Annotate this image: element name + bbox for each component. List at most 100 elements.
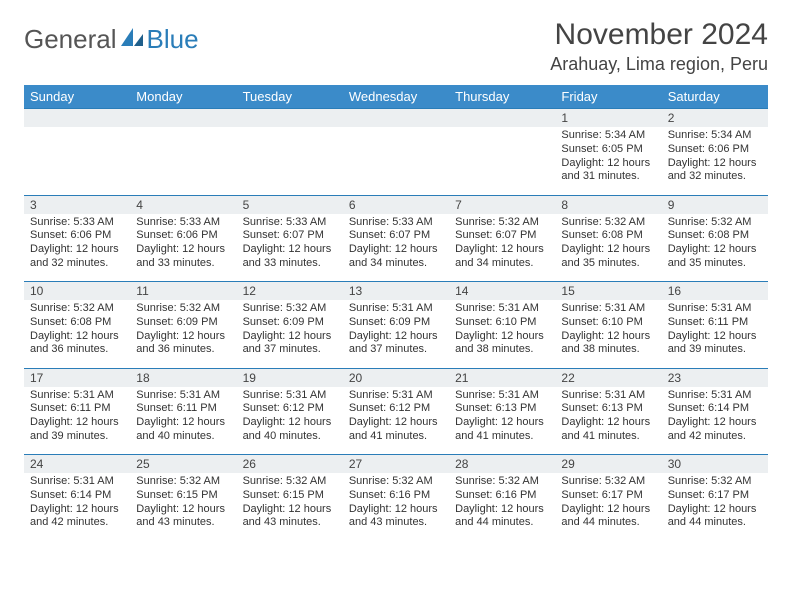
day-number-cell: 18 [130,368,236,387]
sunrise-text: Sunrise: 5:32 AM [349,475,443,489]
daylight-text: Daylight: 12 hours and 36 minutes. [136,330,230,358]
day-number-row: 10111213141516 [24,282,768,301]
logo: General Blue [24,18,199,55]
sunrise-text: Sunrise: 5:32 AM [455,475,549,489]
day-number-cell [449,109,555,128]
sunrise-text: Sunrise: 5:33 AM [349,216,443,230]
daylight-text: Daylight: 12 hours and 41 minutes. [561,416,655,444]
sunrise-text: Sunrise: 5:32 AM [668,216,762,230]
day-content-cell: Sunrise: 5:34 AMSunset: 6:06 PMDaylight:… [662,127,768,195]
sunset-text: Sunset: 6:09 PM [243,316,337,330]
day-content-cell: Sunrise: 5:32 AMSunset: 6:07 PMDaylight:… [449,214,555,282]
weekday-header: Wednesday [343,85,449,109]
day-number-cell: 14 [449,282,555,301]
day-number-row: 3456789 [24,195,768,214]
sunset-text: Sunset: 6:14 PM [668,402,762,416]
sunset-text: Sunset: 6:07 PM [349,229,443,243]
day-number-cell: 23 [662,368,768,387]
sunset-text: Sunset: 6:08 PM [668,229,762,243]
daylight-text: Daylight: 12 hours and 34 minutes. [455,243,549,271]
sunrise-text: Sunrise: 5:34 AM [561,129,655,143]
day-content-cell: Sunrise: 5:31 AMSunset: 6:13 PMDaylight:… [449,387,555,455]
day-content-cell: Sunrise: 5:31 AMSunset: 6:11 PMDaylight:… [662,300,768,368]
day-number-cell: 19 [237,368,343,387]
title-block: November 2024 Arahuay, Lima region, Peru [550,18,768,75]
month-title: November 2024 [550,18,768,52]
daylight-text: Daylight: 12 hours and 33 minutes. [136,243,230,271]
weekday-header: Saturday [662,85,768,109]
daylight-text: Daylight: 12 hours and 43 minutes. [136,503,230,531]
sunset-text: Sunset: 6:05 PM [561,143,655,157]
daylight-text: Daylight: 12 hours and 40 minutes. [136,416,230,444]
sunrise-text: Sunrise: 5:31 AM [455,389,549,403]
day-number-cell: 6 [343,195,449,214]
sunrise-text: Sunrise: 5:31 AM [349,389,443,403]
day-content-cell: Sunrise: 5:31 AMSunset: 6:11 PMDaylight:… [130,387,236,455]
daylight-text: Daylight: 12 hours and 39 minutes. [668,330,762,358]
day-number-cell: 1 [555,109,661,128]
day-content-cell: Sunrise: 5:31 AMSunset: 6:11 PMDaylight:… [24,387,130,455]
day-content-cell: Sunrise: 5:32 AMSunset: 6:08 PMDaylight:… [24,300,130,368]
sunset-text: Sunset: 6:16 PM [349,489,443,503]
day-number-cell: 12 [237,282,343,301]
sunrise-text: Sunrise: 5:31 AM [349,302,443,316]
day-number-cell [24,109,130,128]
day-number-cell [237,109,343,128]
day-content-cell: Sunrise: 5:31 AMSunset: 6:14 PMDaylight:… [662,387,768,455]
daylight-text: Daylight: 12 hours and 38 minutes. [561,330,655,358]
sunrise-text: Sunrise: 5:31 AM [455,302,549,316]
sunset-text: Sunset: 6:09 PM [136,316,230,330]
logo-text-general: General [24,24,117,55]
day-content-cell: Sunrise: 5:33 AMSunset: 6:07 PMDaylight:… [237,214,343,282]
sunset-text: Sunset: 6:10 PM [561,316,655,330]
day-number-cell [130,109,236,128]
sunrise-text: Sunrise: 5:32 AM [243,475,337,489]
weekday-header: Sunday [24,85,130,109]
daylight-text: Daylight: 12 hours and 44 minutes. [455,503,549,531]
day-number-cell: 3 [24,195,130,214]
day-content-cell: Sunrise: 5:32 AMSunset: 6:16 PMDaylight:… [449,473,555,541]
sunset-text: Sunset: 6:11 PM [136,402,230,416]
sunrise-text: Sunrise: 5:32 AM [243,302,337,316]
sunrise-text: Sunrise: 5:31 AM [243,389,337,403]
day-content-cell: Sunrise: 5:31 AMSunset: 6:09 PMDaylight:… [343,300,449,368]
daylight-text: Daylight: 12 hours and 33 minutes. [243,243,337,271]
day-number-cell: 29 [555,455,661,474]
day-number-cell: 4 [130,195,236,214]
header: General Blue November 2024 Arahuay, Lima… [24,18,768,75]
sunset-text: Sunset: 6:13 PM [561,402,655,416]
day-number-cell: 22 [555,368,661,387]
daylight-text: Daylight: 12 hours and 42 minutes. [30,503,124,531]
sunrise-text: Sunrise: 5:32 AM [561,475,655,489]
day-number-cell: 2 [662,109,768,128]
day-content-cell: Sunrise: 5:32 AMSunset: 6:16 PMDaylight:… [343,473,449,541]
sunset-text: Sunset: 6:17 PM [561,489,655,503]
day-number-cell: 28 [449,455,555,474]
day-content-cell: Sunrise: 5:31 AMSunset: 6:12 PMDaylight:… [343,387,449,455]
day-number-cell: 25 [130,455,236,474]
day-content-cell: Sunrise: 5:31 AMSunset: 6:10 PMDaylight:… [555,300,661,368]
sunset-text: Sunset: 6:17 PM [668,489,762,503]
day-content-cell: Sunrise: 5:32 AMSunset: 6:15 PMDaylight:… [130,473,236,541]
sunrise-text: Sunrise: 5:33 AM [243,216,337,230]
day-content-row: Sunrise: 5:33 AMSunset: 6:06 PMDaylight:… [24,214,768,282]
weekday-header-row: Sunday Monday Tuesday Wednesday Thursday… [24,85,768,109]
sunset-text: Sunset: 6:15 PM [243,489,337,503]
sunrise-text: Sunrise: 5:31 AM [668,302,762,316]
sunrise-text: Sunrise: 5:32 AM [668,475,762,489]
day-content-cell: Sunrise: 5:32 AMSunset: 6:09 PMDaylight:… [237,300,343,368]
sunset-text: Sunset: 6:08 PM [30,316,124,330]
sunrise-text: Sunrise: 5:31 AM [30,389,124,403]
day-content-cell: Sunrise: 5:32 AMSunset: 6:15 PMDaylight:… [237,473,343,541]
day-number-cell: 7 [449,195,555,214]
daylight-text: Daylight: 12 hours and 35 minutes. [668,243,762,271]
day-content-cell [237,127,343,195]
sunrise-text: Sunrise: 5:31 AM [561,302,655,316]
sunset-text: Sunset: 6:16 PM [455,489,549,503]
daylight-text: Daylight: 12 hours and 43 minutes. [243,503,337,531]
daylight-text: Daylight: 12 hours and 31 minutes. [561,157,655,185]
daylight-text: Daylight: 12 hours and 32 minutes. [668,157,762,185]
day-content-cell: Sunrise: 5:32 AMSunset: 6:08 PMDaylight:… [662,214,768,282]
sunrise-text: Sunrise: 5:34 AM [668,129,762,143]
weekday-header: Thursday [449,85,555,109]
